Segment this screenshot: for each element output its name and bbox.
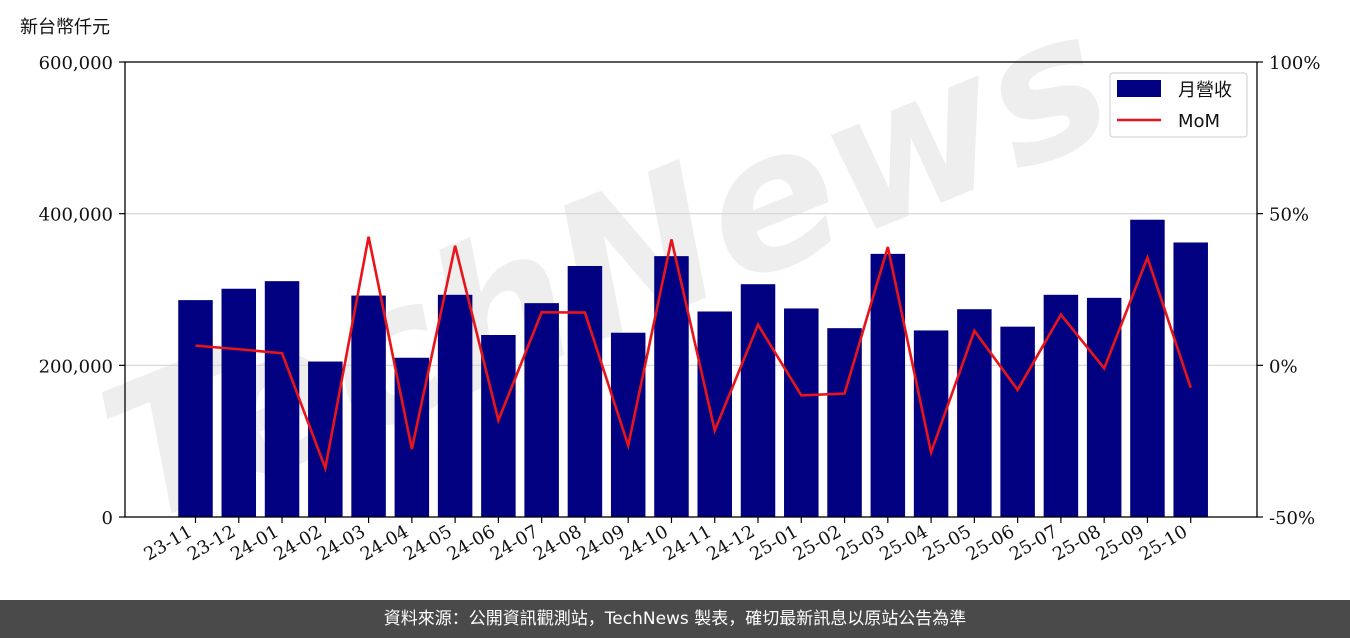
bar-24-11 bbox=[697, 311, 732, 517]
bar-24-09 bbox=[610, 332, 646, 517]
bar-23-12 bbox=[221, 288, 257, 517]
bar-24-04 bbox=[394, 357, 430, 517]
right-tick-label-3: 100% bbox=[1269, 53, 1320, 74]
bar-25-10 bbox=[1173, 242, 1208, 517]
x-tick-label-25-03: 25-03 bbox=[833, 521, 888, 565]
x-tick-label-25-09: 25-09 bbox=[1093, 521, 1148, 565]
bar-25-03 bbox=[870, 253, 906, 517]
x-tick-label-24-08: 24-08 bbox=[530, 521, 585, 565]
right-tick-label-1: 0% bbox=[1269, 356, 1298, 377]
right-tick-label-2: 50% bbox=[1269, 205, 1309, 226]
bar-24-05 bbox=[437, 294, 473, 517]
x-tick-label-24-06: 24-06 bbox=[443, 521, 498, 565]
x-tick-label-24-07: 24-07 bbox=[487, 521, 542, 565]
x-tick-label-25-04: 25-04 bbox=[876, 521, 931, 565]
bar-24-01 bbox=[264, 281, 300, 517]
bar-24-08 bbox=[567, 265, 603, 517]
x-tick-label-24-11: 24-11 bbox=[660, 521, 715, 565]
x-tick-label-24-05: 24-05 bbox=[400, 521, 455, 565]
bar-24-07 bbox=[524, 303, 559, 517]
x-tick-label-24-09: 24-09 bbox=[573, 521, 628, 565]
x-tick-label-24-10: 24-10 bbox=[617, 521, 672, 565]
x-tick-label-25-07: 25-07 bbox=[1006, 521, 1061, 565]
legend-swatch-bar bbox=[1117, 80, 1161, 97]
left-tick-label-0: 0 bbox=[102, 508, 113, 529]
bar-25-06 bbox=[1000, 326, 1035, 517]
bar-25-08 bbox=[1086, 297, 1122, 517]
x-tick-label-24-03: 24-03 bbox=[314, 521, 369, 565]
x-tick-label-24-02: 24-02 bbox=[270, 521, 325, 565]
bar-25-04 bbox=[913, 330, 949, 517]
bar-25-02 bbox=[827, 328, 862, 517]
mom-line bbox=[195, 236, 1192, 473]
legend: 月營收 MoM bbox=[1109, 72, 1248, 138]
bar-24-12 bbox=[740, 284, 776, 517]
x-tick-label-25-05: 25-05 bbox=[919, 521, 974, 565]
x-tick-label-25-06: 25-06 bbox=[963, 521, 1018, 565]
monthly-revenue-chart: TechNews 0200,000400,000600,000-50%0%50%… bbox=[20, 0, 1320, 568]
legend-label-bar: 月營收 bbox=[1178, 80, 1232, 101]
left-tick-label-2: 400,000 bbox=[39, 205, 113, 226]
right-tick-label-0: -50% bbox=[1269, 508, 1315, 529]
bar-23-11 bbox=[178, 300, 213, 517]
bar-25-01 bbox=[784, 308, 819, 517]
bar-25-09 bbox=[1130, 219, 1165, 517]
left-axis-unit-label: 新台幣仟元 bbox=[20, 17, 110, 38]
bar-24-03 bbox=[351, 295, 386, 517]
x-tick-label-25-10: 25-10 bbox=[1136, 521, 1191, 565]
x-tick-label-24-04: 24-04 bbox=[357, 521, 412, 565]
mom-line-series bbox=[195, 236, 1192, 473]
bar-series bbox=[178, 219, 1208, 517]
bar-25-05 bbox=[957, 309, 992, 517]
x-tick-label-25-01: 25-01 bbox=[746, 521, 801, 565]
x-tick-label-25-02: 25-02 bbox=[790, 521, 845, 565]
x-tick-label-24-12: 24-12 bbox=[703, 521, 758, 565]
source-footer: 資料來源：公開資訊觀測站，TechNews 製表，確切最新訊息以原站公告為準 bbox=[0, 600, 1350, 638]
bar-25-07 bbox=[1043, 294, 1079, 517]
left-tick-label-3: 600,000 bbox=[39, 53, 113, 74]
left-tick-label-1: 200,000 bbox=[39, 356, 113, 377]
x-tick-label-25-08: 25-08 bbox=[1049, 521, 1104, 565]
plot-frame bbox=[124, 61, 1258, 518]
legend-label-line: MoM bbox=[1178, 111, 1220, 132]
bar-24-06 bbox=[481, 335, 516, 517]
